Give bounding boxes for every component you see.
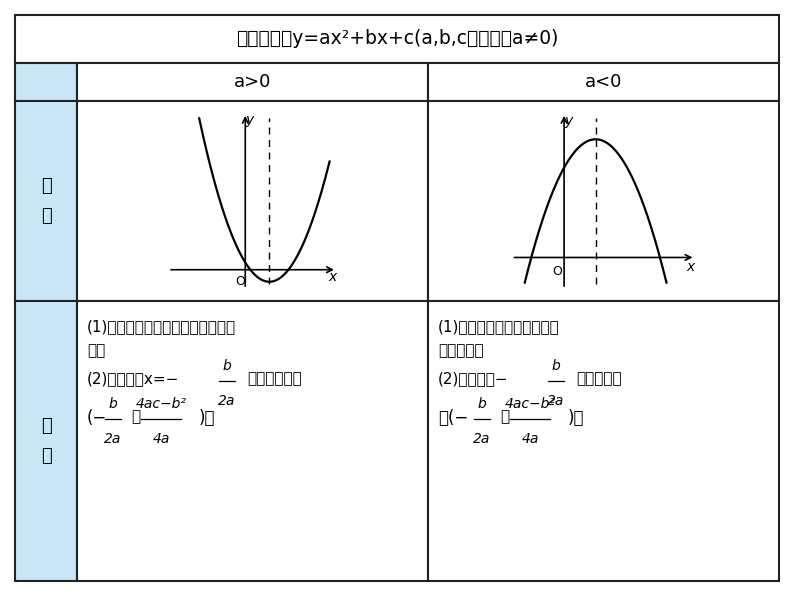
Text: ，顶点坐标: ，顶点坐标: [576, 371, 622, 386]
Text: O: O: [553, 265, 562, 278]
Text: (−: (−: [87, 409, 107, 427]
Bar: [77, 301, 428, 581]
Bar: [15, 63, 77, 101]
Text: x: x: [686, 260, 694, 274]
Bar: [428, 101, 779, 301]
Text: y: y: [245, 113, 254, 127]
Text: y: y: [565, 114, 573, 128]
Text: 4a: 4a: [522, 432, 538, 446]
Text: O: O: [235, 275, 245, 288]
Text: (1)抛物线开口向上，并向上无限延: (1)抛物线开口向上，并向上无限延: [87, 319, 236, 334]
Text: 无限延伸；: 无限延伸；: [438, 343, 484, 358]
Text: ，: ，: [131, 409, 140, 424]
Text: 是(−: 是(−: [438, 409, 468, 427]
Text: ，: ，: [500, 409, 509, 424]
Text: a<0: a<0: [585, 73, 622, 91]
Bar: [15, 15, 779, 63]
Bar: [77, 101, 428, 301]
Bar: [15, 301, 77, 581]
Text: (2)对称轴是−: (2)对称轴是−: [438, 371, 509, 386]
Text: ，顶点坐标是: ，顶点坐标是: [247, 371, 302, 386]
Text: x: x: [328, 270, 336, 284]
Text: 图
象: 图 象: [40, 178, 52, 225]
Text: (1)抛物线开口向下，并向下: (1)抛物线开口向下，并向下: [438, 319, 560, 334]
Text: 4ac−b²: 4ac−b²: [136, 397, 187, 411]
Bar: [428, 63, 779, 101]
Text: (2)对称轴是x=−: (2)对称轴是x=−: [87, 371, 179, 386]
Bar: [15, 101, 77, 301]
Text: b: b: [109, 397, 118, 411]
Text: 2a: 2a: [218, 394, 236, 408]
Text: 性
质: 性 质: [40, 417, 52, 465]
Text: 二次函数：y=ax²+bx+c(a,b,c是常数，a≠0): 二次函数：y=ax²+bx+c(a,b,c是常数，a≠0): [236, 29, 558, 48]
Bar: [77, 63, 428, 101]
Text: 4a: 4a: [152, 432, 170, 446]
Text: )；: )；: [199, 409, 215, 427]
Text: 2a: 2a: [473, 432, 491, 446]
Text: 2a: 2a: [547, 394, 565, 408]
Text: b: b: [552, 359, 561, 373]
Text: 2a: 2a: [104, 432, 121, 446]
Text: b: b: [478, 397, 487, 411]
Bar: [428, 301, 779, 581]
Text: a>0: a>0: [233, 73, 272, 91]
Text: 伸；: 伸；: [87, 343, 106, 358]
Text: 4ac−b²: 4ac−b²: [504, 397, 556, 411]
Text: )；: )；: [568, 409, 584, 427]
Text: b: b: [222, 359, 231, 373]
